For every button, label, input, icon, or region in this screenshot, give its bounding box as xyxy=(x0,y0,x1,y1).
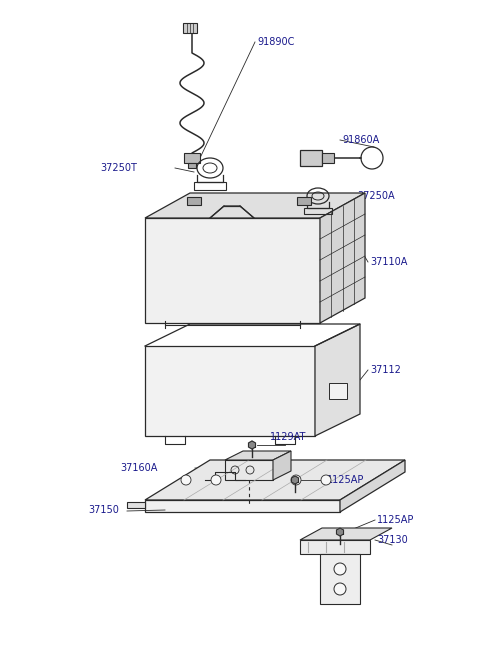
Text: 91890C: 91890C xyxy=(257,37,294,47)
FancyBboxPatch shape xyxy=(184,153,200,163)
Polygon shape xyxy=(127,502,145,508)
FancyBboxPatch shape xyxy=(297,197,311,205)
Text: 91860A: 91860A xyxy=(342,135,379,145)
Text: 1125AP: 1125AP xyxy=(377,515,414,525)
Circle shape xyxy=(291,475,301,485)
Text: 1125AP: 1125AP xyxy=(327,475,364,485)
Polygon shape xyxy=(300,528,392,540)
Polygon shape xyxy=(320,193,365,323)
Polygon shape xyxy=(145,218,320,323)
Polygon shape xyxy=(225,451,291,460)
Polygon shape xyxy=(300,540,370,554)
Text: 37110A: 37110A xyxy=(370,257,408,267)
FancyBboxPatch shape xyxy=(183,23,197,33)
Polygon shape xyxy=(320,554,360,604)
FancyBboxPatch shape xyxy=(225,460,273,480)
Polygon shape xyxy=(340,460,405,512)
Polygon shape xyxy=(145,193,365,218)
FancyBboxPatch shape xyxy=(300,150,322,166)
Circle shape xyxy=(334,583,346,595)
Polygon shape xyxy=(336,528,344,536)
FancyBboxPatch shape xyxy=(329,383,347,399)
Circle shape xyxy=(334,563,346,575)
FancyBboxPatch shape xyxy=(188,163,196,168)
Text: 37250T: 37250T xyxy=(100,163,137,173)
Text: 37130: 37130 xyxy=(377,535,408,545)
Polygon shape xyxy=(273,451,291,480)
Circle shape xyxy=(181,475,191,485)
Text: 37150: 37150 xyxy=(88,505,119,515)
Text: 37160A: 37160A xyxy=(120,463,157,473)
Circle shape xyxy=(211,475,221,485)
Polygon shape xyxy=(315,324,360,436)
Polygon shape xyxy=(145,500,340,512)
Text: 1129AT: 1129AT xyxy=(270,432,306,442)
FancyBboxPatch shape xyxy=(322,153,334,163)
Text: 37250A: 37250A xyxy=(357,191,395,201)
Polygon shape xyxy=(145,460,405,500)
Polygon shape xyxy=(145,346,315,436)
Polygon shape xyxy=(291,476,299,484)
Text: 37112: 37112 xyxy=(370,365,401,375)
FancyBboxPatch shape xyxy=(187,197,201,205)
Circle shape xyxy=(321,475,331,485)
Polygon shape xyxy=(249,441,255,449)
